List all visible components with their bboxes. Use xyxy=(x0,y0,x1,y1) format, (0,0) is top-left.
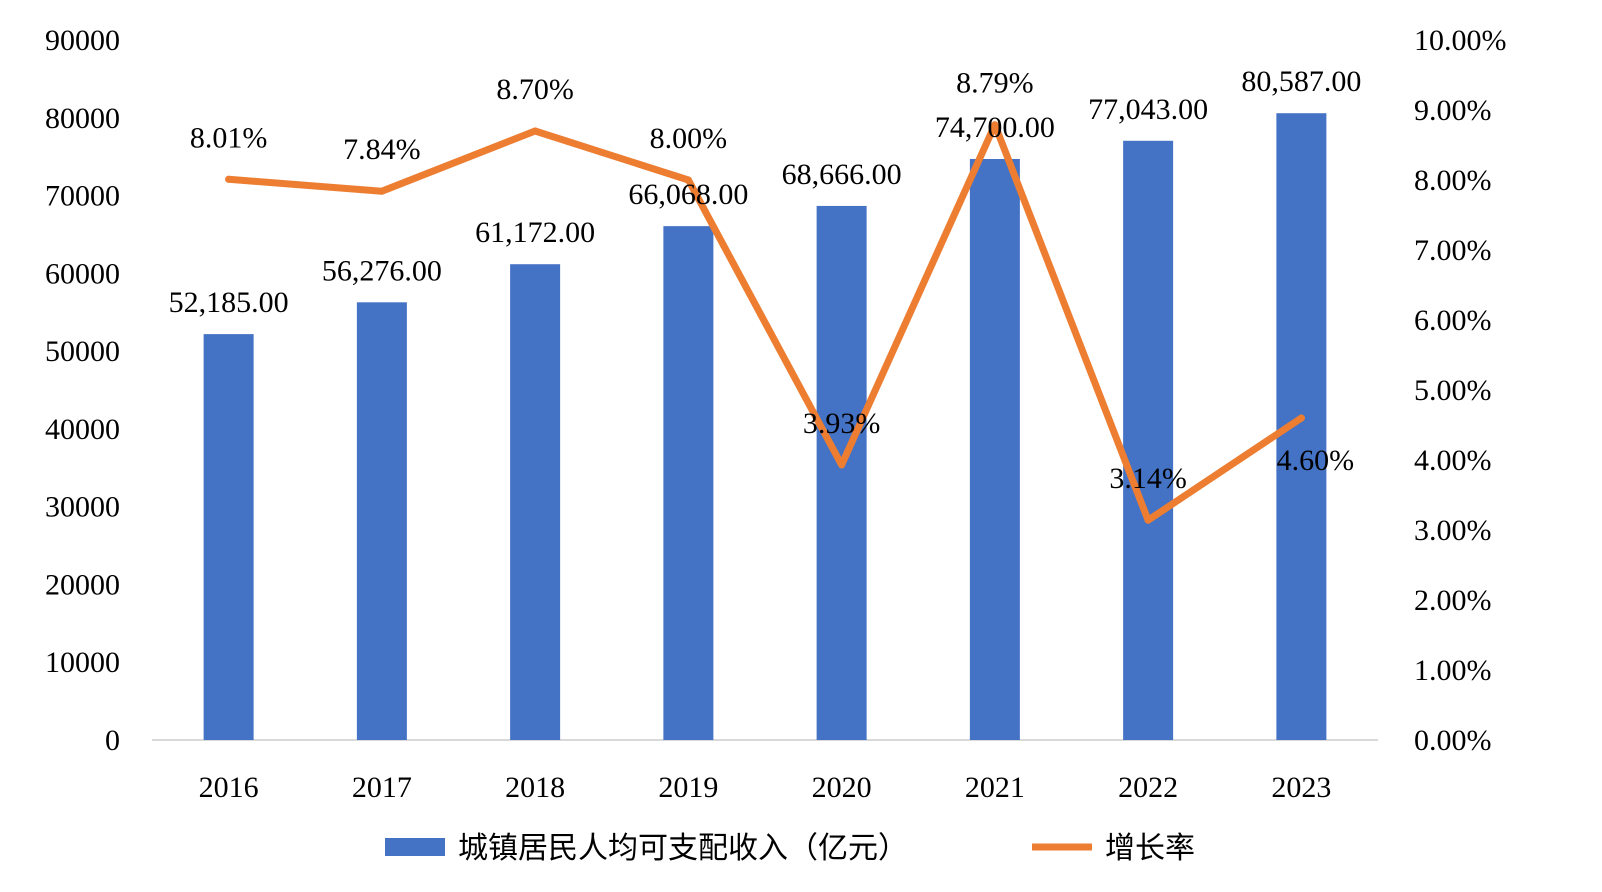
legend: 城镇居民人均可支配收入（亿元） 增长率 xyxy=(385,831,1195,866)
growth-rate-line xyxy=(225,121,1305,524)
x-axis-tick-label: 2023 xyxy=(1271,771,1331,804)
right-axis-tick-label: 6.00% xyxy=(1414,304,1492,337)
line-point xyxy=(1297,414,1305,422)
right-axis-tick-label: 9.00% xyxy=(1414,94,1492,127)
bar-data-label: 74,700.00 xyxy=(935,111,1055,144)
left-axis-tick-label: 40000 xyxy=(45,413,120,446)
line-point xyxy=(991,121,999,129)
line-data-label: 8.01% xyxy=(190,121,268,154)
x-axis-tick-label: 2021 xyxy=(965,771,1025,804)
bar-data-label: 52,185.00 xyxy=(169,286,289,319)
x-axis-tick-label: 2020 xyxy=(812,771,872,804)
line-point xyxy=(531,127,539,135)
line-data-labels: 8.01% 7.84% 8.70% 8.00% 3.93% 8.79% 3.14% 4.60% xyxy=(190,67,1354,496)
left-axis: 0 10000 20000 30000 40000 50000 60000 70000 8000… xyxy=(45,24,120,757)
left-axis-tick-label: 10000 xyxy=(45,646,120,679)
legend-label-bar: 城镇居民人均可支配收入（亿元） xyxy=(458,831,908,866)
line-data-label: 4.60% xyxy=(1277,444,1355,477)
left-axis-tick-label: 90000 xyxy=(45,24,120,57)
legend-swatch-bar xyxy=(385,838,445,856)
line-point xyxy=(684,176,692,184)
left-axis-tick-label: 60000 xyxy=(45,257,120,290)
x-axis-tick-label: 2019 xyxy=(658,771,718,804)
right-axis-tick-label: 0.00% xyxy=(1414,724,1492,757)
line-data-label: 7.84% xyxy=(343,133,421,166)
x-axis: 2016 2017 2018 2019 2020 2021 2022 2023 xyxy=(199,771,1332,804)
right-axis-tick-label: 3.00% xyxy=(1414,514,1492,547)
x-axis-tick-label: 2022 xyxy=(1118,771,1178,804)
left-axis-tick-label: 50000 xyxy=(45,335,120,368)
x-axis-tick-label: 2017 xyxy=(352,771,412,804)
line-point xyxy=(225,175,233,183)
left-axis-tick-label: 70000 xyxy=(45,180,120,213)
line-data-label: 8.70% xyxy=(496,73,574,106)
bar-data-label: 56,276.00 xyxy=(322,254,442,287)
bar xyxy=(969,159,1020,740)
line-point xyxy=(1144,516,1152,524)
line-point xyxy=(378,187,386,195)
right-axis-tick-label: 2.00% xyxy=(1414,584,1492,617)
right-axis-tick-label: 1.00% xyxy=(1414,654,1492,687)
right-axis-tick-label: 7.00% xyxy=(1414,234,1492,267)
bar-data-label: 66,068.00 xyxy=(628,178,748,211)
legend-label-line: 增长率 xyxy=(1105,831,1195,866)
left-axis-tick-label: 30000 xyxy=(45,491,120,524)
line-data-label: 8.00% xyxy=(650,122,728,155)
right-axis-tick-label: 8.00% xyxy=(1414,164,1492,197)
bar-series xyxy=(203,113,1327,741)
x-axis-tick-label: 2016 xyxy=(199,771,259,804)
bar-data-labels: 52,185.00 56,276.00 61,172.00 66,068.00 68,6… xyxy=(169,65,1362,319)
bar-data-label: 61,172.00 xyxy=(475,216,595,249)
bar xyxy=(356,302,407,740)
bar xyxy=(1123,140,1174,740)
line-data-label: 8.79% xyxy=(956,67,1034,100)
bar-data-label: 77,043.00 xyxy=(1088,93,1208,126)
left-axis-tick-label: 80000 xyxy=(45,102,120,135)
bar xyxy=(816,205,867,741)
x-axis-tick-label: 2018 xyxy=(505,771,565,804)
bar xyxy=(203,334,254,740)
bar-data-label: 68,666.00 xyxy=(782,158,902,191)
right-axis-tick-label: 5.00% xyxy=(1414,374,1492,407)
line-series xyxy=(225,121,1305,524)
right-axis-tick-label: 4.00% xyxy=(1414,444,1492,477)
left-axis-tick-label: 20000 xyxy=(45,568,120,601)
bar xyxy=(510,264,561,740)
line-data-label: 3.14% xyxy=(1109,462,1187,495)
line-data-label: 3.93% xyxy=(803,407,881,440)
right-axis-tick-label: 10.00% xyxy=(1414,24,1507,57)
bar-data-label: 80,587.00 xyxy=(1241,65,1361,98)
right-axis: 0.00% 1.00% 2.00% 3.00% 4.00% 5.00% 6.00% 7.00%… xyxy=(1414,24,1507,757)
line-point xyxy=(838,461,846,469)
left-axis-tick-label: 0 xyxy=(105,724,120,757)
bar xyxy=(663,226,714,741)
